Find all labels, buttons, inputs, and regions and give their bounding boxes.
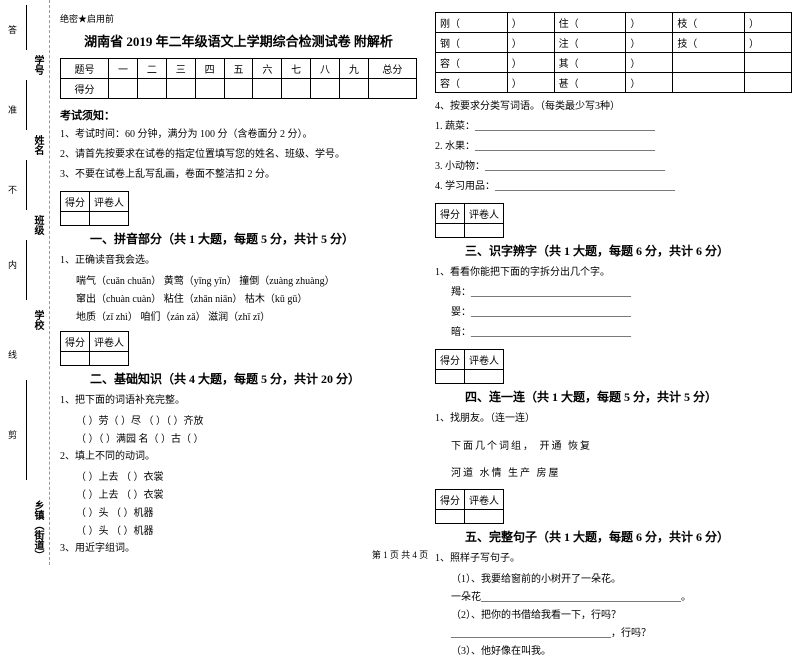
table-row: 得分 [61, 79, 417, 99]
grader-label: 评卷人 [90, 192, 129, 212]
secret-label: 绝密★启用前 [60, 12, 417, 25]
question-line: （ ）上去 （ ）衣裳 [76, 487, 417, 505]
grader-label: 评卷人 [90, 332, 129, 352]
grader-label: 评卷人 [465, 204, 504, 224]
header-cell: 七 [282, 59, 311, 79]
exam-title: 湖南省 2019 年二年级语文上学期综合检测试卷 附解析 [60, 31, 417, 50]
question-text: 2、填上不同的动词。 [60, 449, 417, 465]
question-line: （ ）头 （ ）机器 [76, 505, 417, 523]
field-id: 学号 [30, 55, 45, 75]
exam-page: 乡镇（街道） 剪 线 学校 内 班级 不 姓名 准 学号 答 绝密★启用前 湖南… [0, 0, 800, 565]
score-label: 得分 [436, 350, 465, 370]
section-3-title: 三、识字辨字（共 1 大题，每题 6 分，共计 6 分） [465, 242, 792, 259]
question-line: （2）、把你的书借给我看一下，行吗？ [451, 607, 792, 625]
table-row: 容（） 其（） [436, 53, 792, 73]
field-name: 姓名 [30, 135, 45, 155]
cut-char: 剪 [6, 430, 19, 439]
fill-line: 暗：________________________________ [451, 325, 792, 341]
header-cell: 四 [195, 59, 224, 79]
question-text: 1、找朋友。（连一连） [435, 411, 792, 427]
header-cell: 九 [339, 59, 368, 79]
question-text: 1、把下面的词语补充完整。 [60, 393, 417, 409]
section-5-title: 五、完整句子（共 1 大题，每题 6 分，共计 6 分） [465, 528, 792, 545]
line-char: 线 [6, 350, 19, 359]
section-score-box: 得分评卷人 [60, 331, 417, 366]
binding-line-5 [26, 5, 27, 50]
fill-line: 4. 学习用品：________________________________… [435, 179, 792, 195]
score-label: 得分 [436, 204, 465, 224]
field-school: 学校 [30, 310, 45, 330]
grader-label: 评卷人 [465, 350, 504, 370]
inside-char: 内 [6, 260, 19, 269]
binding-line-2 [26, 240, 27, 300]
header-cell: 总分 [368, 59, 416, 79]
question-line: （ ）头 （ ）机器 [76, 523, 417, 541]
section-4-title: 四、连一连（共 1 大题，每题 5 分，共计 5 分） [465, 388, 792, 405]
char-table: 刚（） 住（） 枝（） 钢（） 注（） 技（） 容（） 其（） 容（） 甚（） [435, 12, 792, 93]
header-cell: 一 [109, 59, 138, 79]
header-cell: 五 [224, 59, 253, 79]
question-line: （1）、我要给窗前的小树开了一朵花。 [451, 571, 792, 589]
not-char: 不 [6, 185, 19, 194]
header-cell: 三 [166, 59, 195, 79]
question-line: ________________________________，行吗？ [451, 625, 792, 643]
question-line: （3）、他好像在叫我。 [451, 643, 792, 661]
field-class: 班级 [30, 215, 45, 235]
page-footer: 第 1 页 共 4 页 [0, 548, 800, 561]
score-label: 得分 [61, 332, 90, 352]
header-cell: 八 [311, 59, 340, 79]
section-1-title: 一、拼音部分（共 1 大题，每题 5 分，共计 5 分） [90, 230, 417, 247]
question-line: 地质（zǐ zhì） 咱们（zán zǎ） 滋润（zhī zī） [76, 309, 417, 327]
left-column: 绝密★启用前 湖南省 2019 年二年级语文上学期综合检测试卷 附解析 题号 一… [60, 12, 417, 561]
binding-line-4 [26, 80, 27, 130]
score-label: 得分 [436, 490, 465, 510]
content-area: 绝密★启用前 湖南省 2019 年二年级语文上学期综合检测试卷 附解析 题号 一… [50, 0, 800, 565]
score-summary-table: 题号 一 二 三 四 五 六 七 八 九 总分 得分 [60, 58, 417, 99]
section-score-box: 得分评卷人 [60, 191, 417, 226]
question-text: 4、按要求分类写词语。（每类最少写3种） [435, 99, 792, 115]
question-line: （ ）劳（ ）尽 （ ）（ ）齐放 [76, 413, 417, 431]
header-cell: 六 [253, 59, 282, 79]
grader-label: 评卷人 [465, 490, 504, 510]
question-line: 喘气（cuǎn chuǎn） 黄莺（yīng yīn） 撞倒（zuàng zhu… [76, 273, 417, 291]
question-text: 1、正确读音我会选。 [60, 253, 417, 269]
question-line: （ ）（ ）满园 名（ ）古（ ） [76, 431, 417, 449]
notice-item: 2、请首先按要求在试卷的指定位置填写您的姓名、班级、学号。 [60, 147, 417, 162]
fill-line: 3. 小动物：_________________________________… [435, 159, 792, 175]
section-2-title: 二、基础知识（共 4 大题，每题 5 分，共计 20 分） [90, 370, 417, 387]
header-cell: 二 [137, 59, 166, 79]
binding-line [26, 380, 27, 480]
fill-line: 1. 蔬菜：__________________________________… [435, 119, 792, 135]
word-row: 河道 水情 生产 房屋 [451, 464, 792, 479]
fill-line: 羯：________________________________ [451, 285, 792, 301]
score-label: 得分 [61, 192, 90, 212]
section-score-box: 得分评卷人 [435, 349, 792, 384]
fill-line: 2. 水果：__________________________________… [435, 139, 792, 155]
table-row: 题号 一 二 三 四 五 六 七 八 九 总分 [61, 59, 417, 79]
question-line: （ ）上去 （ ）衣裳 [76, 469, 417, 487]
word-row: 下面几个词组， 开通 恢复 [451, 437, 792, 452]
binding-margin: 乡镇（街道） 剪 线 学校 内 班级 不 姓名 准 学号 答 [0, 0, 50, 565]
binding-line-3 [26, 160, 27, 210]
allow-char: 准 [6, 105, 19, 114]
section-score-box: 得分评卷人 [435, 203, 792, 238]
table-row: 钢（） 注（） 技（） [436, 33, 792, 53]
answer-char: 答 [6, 25, 19, 34]
question-line: 一朵花_____________________________________… [451, 589, 792, 607]
notice-title: 考试须知： [60, 107, 417, 123]
right-column: 刚（） 住（） 枝（） 钢（） 注（） 技（） 容（） 其（） 容（） 甚（） [435, 12, 792, 561]
question-text: 1、看看你能把下面的字拆分出几个字。 [435, 265, 792, 281]
fill-line: 婴：________________________________ [451, 305, 792, 321]
score-cell: 得分 [61, 79, 109, 99]
question-line: 窜出（chuàn cuàn） 粘住（zhān niān） 枯木（kū gū） [76, 291, 417, 309]
section-score-box: 得分评卷人 [435, 489, 792, 524]
header-cell: 题号 [61, 59, 109, 79]
table-row: 容（） 甚（） [436, 73, 792, 93]
table-row: 刚（） 住（） 枝（） [436, 13, 792, 33]
notice-item: 1、考试时间：60 分钟，满分为 100 分（含卷面分 2 分）。 [60, 127, 417, 142]
notice-item: 3、不要在试卷上乱写乱画，卷面不整洁扣 2 分。 [60, 167, 417, 182]
